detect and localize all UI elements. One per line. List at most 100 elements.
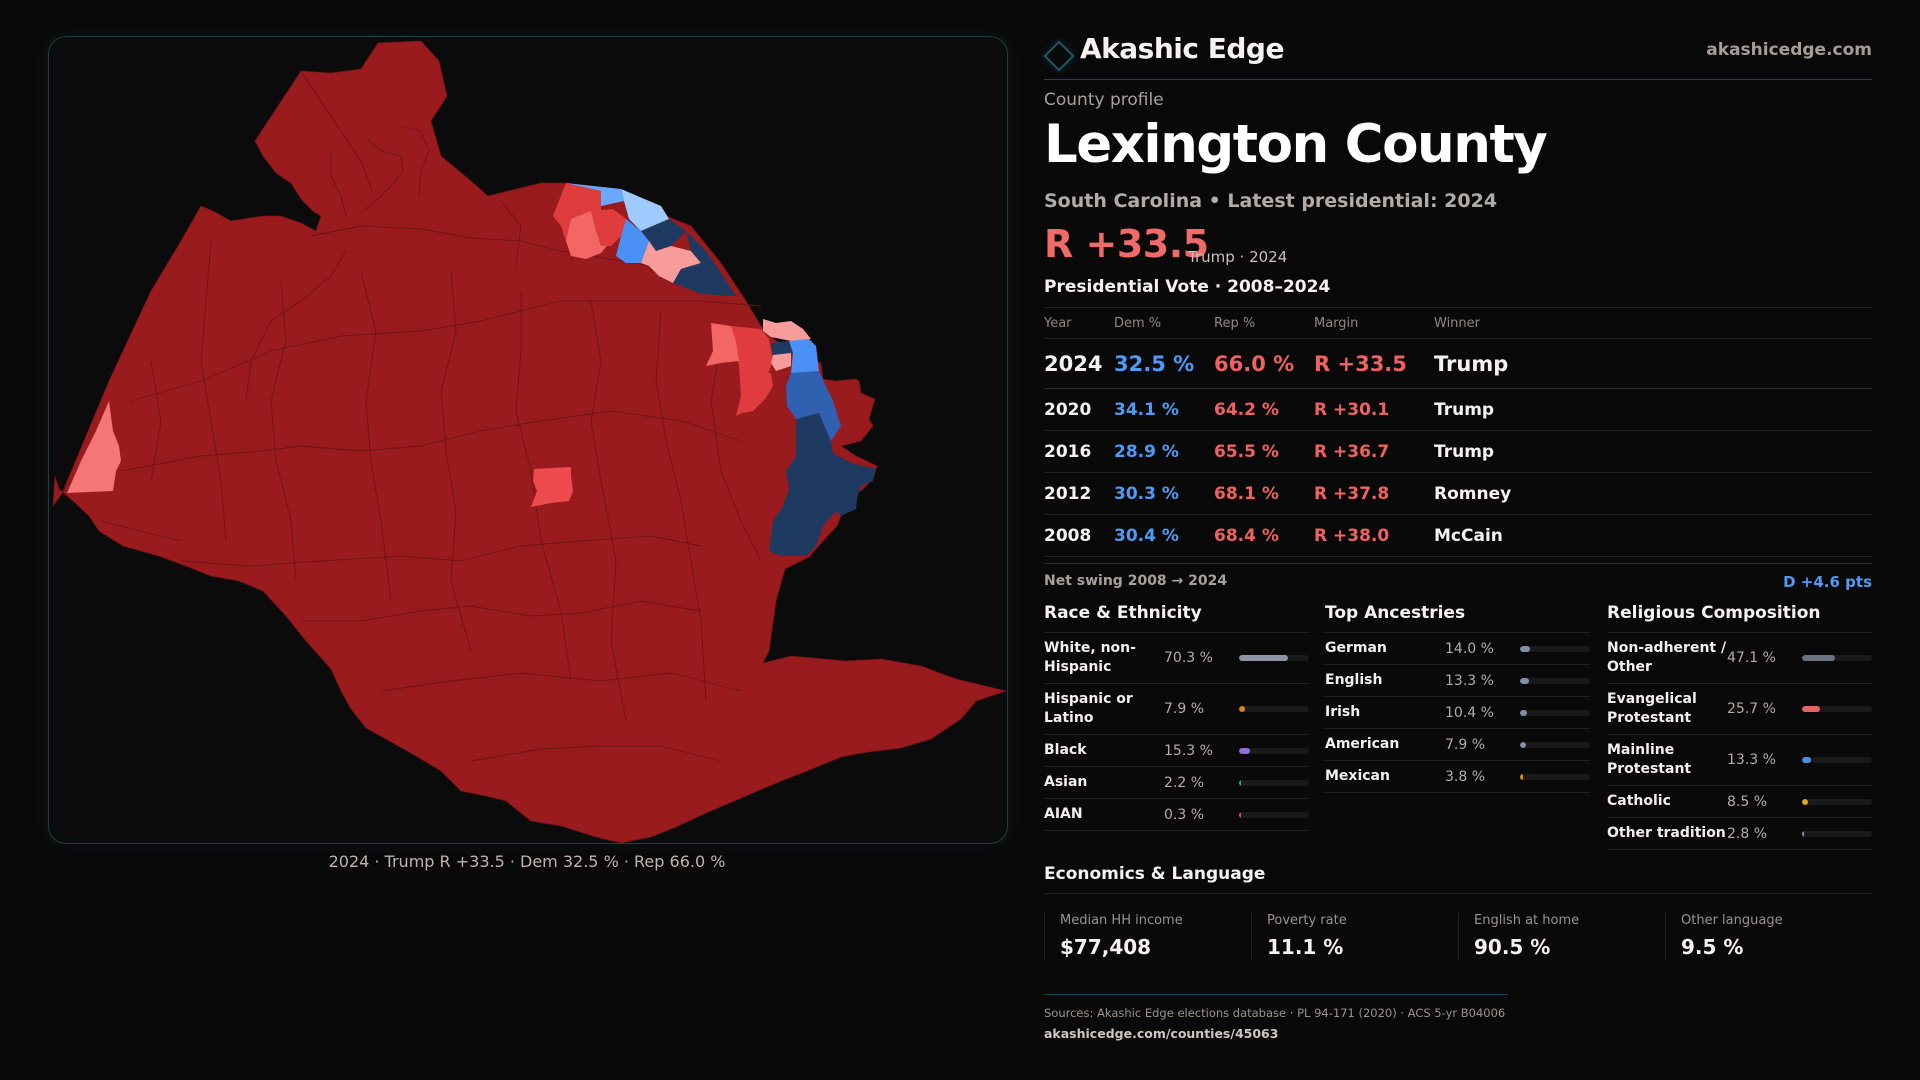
cell-dem: 34.1 % [1114,388,1214,431]
religion-bar-fill [1802,830,1804,837]
precinct-e-navy-big[interactable] [769,413,876,556]
precinct-ne-navy-2[interactable] [673,231,736,296]
race-value: 0.3 % [1164,806,1205,823]
col-header-year: Year [1044,307,1114,339]
precinct-e-medred-3[interactable] [731,326,773,416]
ancestry-bar-fill [1520,677,1530,684]
cell-margin: R +38.0 [1314,514,1434,557]
cell-rep: 66.0 % [1214,338,1314,389]
table-row[interactable]: 2008 30.4 % 68.4 % R +38.0 McCain [1044,514,1872,557]
race-label: AIAN [1044,806,1083,822]
list-item: Mainline Protestant 13.3 % [1607,735,1872,786]
ancestry-bar [1520,773,1590,780]
religion-value: 2.8 % [1727,825,1768,842]
religion-value: 8.5 % [1727,793,1768,810]
cell-year: 2020 [1044,388,1114,431]
cell-winner: Romney [1434,472,1872,515]
table-row[interactable]: 2016 28.9 % 65.5 % R +36.7 Trump [1044,430,1872,473]
precinct-ne-blue-1[interactable] [616,219,649,263]
religion-bar [1802,655,1872,661]
precinct-e-blue-2[interactable] [789,339,819,379]
race-bar-fill [1239,655,1289,661]
ancestry-bar [1520,677,1590,684]
precinct-e-lightred-2[interactable] [706,323,739,366]
cell-margin: R +33.5 [1314,338,1434,389]
precinct-e-pink-3[interactable] [771,353,791,371]
vote-section-title: Presidential Vote · 2008–2024 [1044,277,1331,297]
race-label: White, non-Hispanic [1044,640,1136,675]
county-permalink[interactable]: akashicedge.com/counties/45063 [1044,1026,1279,1041]
brand-header: Akashic Edge akashicedge.com [1043,30,1872,72]
precinct-ne-pink-1[interactable] [641,241,701,283]
brand-url-link[interactable]: akashicedge.com [1706,40,1872,60]
table-row[interactable]: 2024 32.5 % 66.0 % R +33.5 Trump [1044,338,1872,389]
race-value: 2.2 % [1164,774,1205,791]
race-label: Black [1044,742,1087,758]
precinct-ne-verylightblue[interactable] [621,189,669,231]
stat-value: 11.1 % [1267,935,1344,959]
ancestry-label: Irish [1325,704,1361,720]
race-value: 15.3 % [1164,742,1213,759]
list-item: Evangelical Protestant 25.7 % [1607,684,1872,735]
ancestry-section-title: Top Ancestries [1325,602,1590,633]
religion-value: 13.3 % [1727,752,1776,768]
precinct-ne-lightblue-1[interactable] [566,183,624,206]
header-divider [1044,79,1872,80]
precinct-e-medblue[interactable] [786,371,841,441]
map-county-base[interactable] [52,40,1007,843]
stat-label: Other language [1681,913,1783,928]
brand-name[interactable]: Akashic Edge [1080,32,1284,65]
cell-year: 2016 [1044,430,1114,473]
list-item: Catholic 8.5 % [1607,786,1872,818]
precinct-c-lightred[interactable] [531,467,573,507]
religion-value: 47.1 % [1727,650,1776,666]
ancestry-bar-fill [1520,645,1530,652]
table-header-row: Year Dem % Rep % Margin Winner [1044,307,1872,339]
cell-winner: McCain [1434,514,1872,557]
precinct-w-lightred[interactable] [67,401,121,493]
stat-card-other-language: Other language 9.5 % [1665,913,1872,961]
race-label: Asian [1044,774,1088,790]
religion-label: Other tradition [1607,825,1726,841]
ancestry-value: 7.9 % [1445,736,1486,753]
col-header-rep: Rep % [1214,307,1314,339]
cell-rep: 68.1 % [1214,472,1314,515]
precinct-e-medred-4[interactable] [743,373,773,413]
list-item: Non-adherent / Other 47.1 % [1607,633,1872,684]
stat-value: 90.5 % [1474,935,1551,959]
precinct-e-pink-2[interactable] [763,319,811,341]
ancestry-bar [1520,709,1590,716]
cell-dem: 30.3 % [1114,472,1214,515]
list-item: White, non-Hispanic 70.3 % [1044,633,1309,684]
cell-rep: 65.5 % [1214,430,1314,473]
religion-bar-fill [1802,655,1835,661]
race-section-title: Race & Ethnicity [1044,602,1309,633]
cell-rep: 64.2 % [1214,388,1314,431]
list-item: American 7.9 % [1325,729,1590,761]
footer-divider [1044,994,1508,995]
religion-bar [1802,706,1872,712]
list-item: Hispanic or Latino 7.9 % [1044,684,1309,735]
stat-value: 9.5 % [1681,935,1744,959]
list-item: English 13.3 % [1325,665,1590,697]
table-row[interactable]: 2020 34.1 % 64.2 % R +30.1 Trump [1044,388,1872,431]
race-label: Hispanic or Latino [1044,691,1133,726]
list-item: Mexican 3.8 % [1325,761,1590,793]
table-row[interactable]: 2012 30.3 % 68.1 % R +37.8 Romney [1044,472,1872,515]
precinct-ne-medred-2[interactable] [591,209,626,246]
race-bar [1239,779,1309,786]
stat-card-english-at-home: English at home 90.5 % [1458,913,1665,961]
cell-year: 2008 [1044,514,1114,557]
stat-label: Poverty rate [1267,913,1347,928]
precinct-ne-navy-1[interactable] [641,219,686,251]
precinct-map[interactable] [48,36,1008,844]
ancestry-value: 10.4 % [1445,704,1494,721]
diamond-outline-icon [1043,40,1075,72]
religion-section-title: Religious Composition [1607,602,1872,633]
precinct-map-panel[interactable] [48,36,1008,844]
cell-winner: Trump [1434,388,1872,431]
religion-bar-fill [1802,757,1812,763]
race-bar [1239,706,1309,712]
cell-margin: R +37.8 [1314,472,1434,515]
religion-section: Religious Composition Non-adherent / Oth… [1607,602,1872,850]
